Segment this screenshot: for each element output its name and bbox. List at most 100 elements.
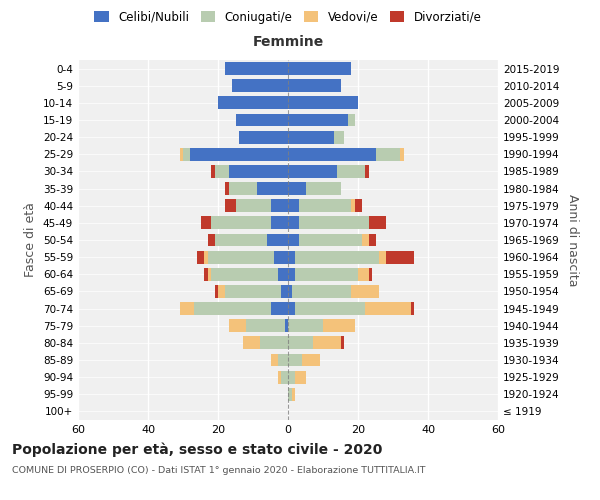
- Bar: [288, 62, 351, 75]
- Bar: [288, 182, 305, 195]
- Bar: [277, 354, 288, 366]
- Bar: [288, 200, 299, 212]
- Bar: [288, 148, 376, 160]
- Bar: [288, 354, 302, 366]
- Bar: [295, 302, 365, 315]
- Bar: [235, 114, 288, 126]
- Bar: [271, 200, 288, 212]
- Bar: [334, 130, 344, 143]
- Bar: [288, 268, 295, 280]
- Bar: [197, 250, 204, 264]
- Bar: [365, 165, 368, 178]
- Bar: [208, 234, 215, 246]
- Bar: [200, 216, 211, 230]
- Bar: [229, 182, 257, 195]
- Bar: [351, 200, 355, 212]
- Bar: [295, 370, 305, 384]
- Bar: [295, 250, 379, 264]
- Bar: [193, 302, 271, 315]
- Bar: [355, 200, 361, 212]
- Bar: [215, 165, 229, 178]
- Bar: [235, 200, 271, 212]
- Bar: [288, 130, 334, 143]
- Bar: [232, 80, 288, 92]
- Bar: [281, 285, 288, 298]
- Bar: [361, 234, 368, 246]
- Bar: [204, 268, 208, 280]
- Bar: [183, 148, 190, 160]
- Bar: [368, 234, 376, 246]
- Bar: [299, 200, 351, 212]
- Bar: [225, 285, 281, 298]
- Bar: [277, 370, 281, 384]
- Legend: Celibi/Nubili, Coniugati/e, Vedovi/e, Divorziati/e: Celibi/Nubili, Coniugati/e, Vedovi/e, Di…: [89, 6, 487, 28]
- Bar: [190, 148, 288, 160]
- Bar: [211, 165, 215, 178]
- Text: Femmine: Femmine: [253, 35, 323, 49]
- Bar: [218, 285, 225, 298]
- Bar: [179, 302, 193, 315]
- Bar: [358, 268, 368, 280]
- Y-axis label: Anni di nascita: Anni di nascita: [566, 194, 579, 286]
- Bar: [211, 216, 271, 230]
- Bar: [288, 234, 299, 246]
- Bar: [288, 114, 347, 126]
- Bar: [246, 320, 284, 332]
- Bar: [386, 250, 414, 264]
- Bar: [292, 388, 295, 400]
- Y-axis label: Fasce di età: Fasce di età: [25, 202, 37, 278]
- Bar: [288, 336, 313, 349]
- Bar: [323, 320, 355, 332]
- Bar: [211, 268, 277, 280]
- Bar: [292, 285, 351, 298]
- Bar: [313, 336, 341, 349]
- Bar: [368, 268, 372, 280]
- Bar: [257, 182, 288, 195]
- Bar: [351, 285, 379, 298]
- Bar: [288, 165, 337, 178]
- Bar: [288, 370, 295, 384]
- Bar: [271, 302, 288, 315]
- Bar: [288, 320, 323, 332]
- Bar: [376, 148, 400, 160]
- Bar: [215, 285, 218, 298]
- Bar: [288, 80, 341, 92]
- Bar: [337, 165, 365, 178]
- Bar: [267, 234, 288, 246]
- Bar: [288, 216, 299, 230]
- Bar: [288, 250, 295, 264]
- Bar: [229, 165, 288, 178]
- Bar: [260, 336, 288, 349]
- Bar: [208, 268, 211, 280]
- Bar: [400, 148, 404, 160]
- Bar: [179, 148, 183, 160]
- Bar: [288, 285, 292, 298]
- Bar: [271, 216, 288, 230]
- Bar: [215, 234, 267, 246]
- Bar: [274, 250, 288, 264]
- Bar: [225, 62, 288, 75]
- Bar: [225, 182, 229, 195]
- Bar: [288, 96, 358, 110]
- Bar: [242, 336, 260, 349]
- Text: Popolazione per età, sesso e stato civile - 2020: Popolazione per età, sesso e stato civil…: [12, 442, 382, 457]
- Bar: [288, 302, 295, 315]
- Bar: [305, 182, 341, 195]
- Bar: [284, 320, 288, 332]
- Bar: [218, 96, 288, 110]
- Bar: [347, 114, 355, 126]
- Bar: [295, 268, 358, 280]
- Bar: [281, 370, 288, 384]
- Bar: [288, 388, 292, 400]
- Bar: [379, 250, 386, 264]
- Bar: [299, 216, 368, 230]
- Bar: [368, 216, 386, 230]
- Bar: [299, 234, 361, 246]
- Bar: [365, 302, 410, 315]
- Bar: [208, 250, 274, 264]
- Bar: [410, 302, 414, 315]
- Text: COMUNE DI PROSERPIO (CO) - Dati ISTAT 1° gennaio 2020 - Elaborazione TUTTITALIA.: COMUNE DI PROSERPIO (CO) - Dati ISTAT 1°…: [12, 466, 425, 475]
- Bar: [271, 354, 277, 366]
- Bar: [341, 336, 344, 349]
- Bar: [302, 354, 320, 366]
